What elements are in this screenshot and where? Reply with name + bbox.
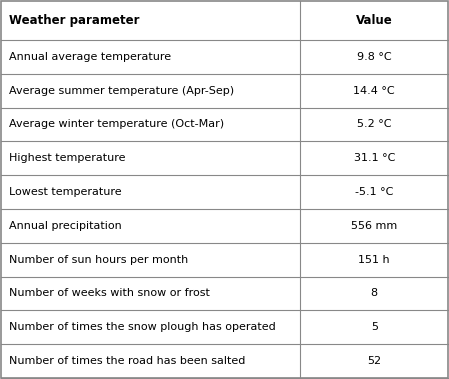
Text: 52: 52 bbox=[367, 356, 381, 366]
Text: 5: 5 bbox=[371, 322, 378, 332]
Text: 556 mm: 556 mm bbox=[351, 221, 397, 231]
Text: 9.8 °C: 9.8 °C bbox=[357, 52, 392, 62]
Text: Value: Value bbox=[356, 14, 392, 27]
Text: Number of times the road has been salted: Number of times the road has been salted bbox=[9, 356, 245, 366]
Text: Lowest temperature: Lowest temperature bbox=[9, 187, 122, 197]
Text: Average summer temperature (Apr-Sep): Average summer temperature (Apr-Sep) bbox=[9, 86, 234, 96]
Text: 151 h: 151 h bbox=[358, 255, 390, 265]
Text: -5.1 °C: -5.1 °C bbox=[355, 187, 393, 197]
Text: 8: 8 bbox=[371, 288, 378, 299]
Text: Number of times the snow plough has operated: Number of times the snow plough has oper… bbox=[9, 322, 276, 332]
Text: 5.2 °C: 5.2 °C bbox=[357, 119, 392, 129]
Text: Highest temperature: Highest temperature bbox=[9, 153, 126, 163]
Text: Weather parameter: Weather parameter bbox=[9, 14, 140, 27]
Text: Number of weeks with snow or frost: Number of weeks with snow or frost bbox=[9, 288, 210, 299]
Text: 31.1 °C: 31.1 °C bbox=[353, 153, 395, 163]
Text: Number of sun hours per month: Number of sun hours per month bbox=[9, 255, 188, 265]
Text: Annual average temperature: Annual average temperature bbox=[9, 52, 171, 62]
Text: 14.4 °C: 14.4 °C bbox=[353, 86, 395, 96]
Text: Annual precipitation: Annual precipitation bbox=[9, 221, 122, 231]
Text: Average winter temperature (Oct-Mar): Average winter temperature (Oct-Mar) bbox=[9, 119, 224, 129]
